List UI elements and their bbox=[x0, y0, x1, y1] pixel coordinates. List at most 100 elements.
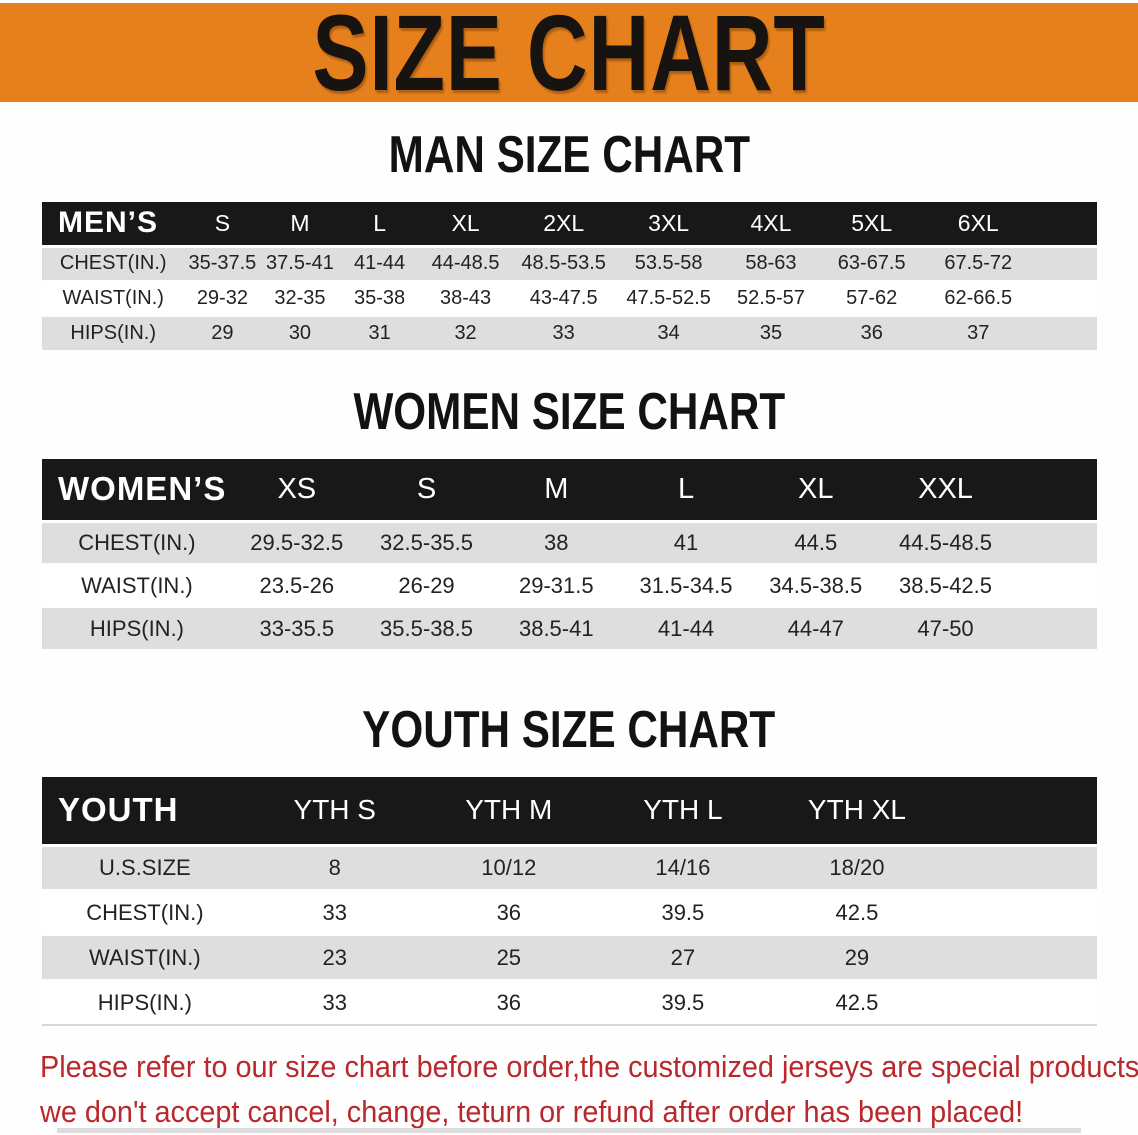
women-row-label-chest-in: CHEST(IN.) bbox=[42, 521, 232, 565]
women-section-heading-text: WOMEN SIZE CHART bbox=[353, 383, 785, 442]
youth-row-filler-cell bbox=[943, 845, 1097, 891]
youth-row-label-u-s-size: U.S.SIZE bbox=[42, 845, 248, 891]
men-column-header-3xl: 3XL bbox=[615, 202, 722, 248]
youth-row-label-waist-in: WAIST(IN.) bbox=[42, 935, 248, 981]
order-notice-line-2: we don't accept cancel, change, teturn o… bbox=[40, 1094, 1024, 1129]
women-cell-chest-in-s: 32.5-35.5 bbox=[361, 521, 492, 565]
women-cell-hips-in-l: 41-44 bbox=[621, 607, 751, 651]
order-notice-line-1: Please refer to our size chart before or… bbox=[40, 1049, 1138, 1084]
men-cell-chest-in-l: 41-44 bbox=[339, 246, 420, 282]
men-table-title: MEN’S bbox=[42, 202, 185, 248]
women-column-header-m: M bbox=[491, 459, 622, 523]
men-cell-waist-in-3xl: 47.5-52.5 bbox=[615, 281, 722, 317]
men-row-chest-in: CHEST(IN.) 35-37.5 37.5-41 41-44 44-48.5 48.5… bbox=[42, 246, 1097, 282]
men-section-heading-text: MAN SIZE CHART bbox=[388, 126, 750, 185]
women-column-header-xxl: XXL bbox=[880, 459, 1011, 523]
youth-section-heading: YOUTH SIZE CHART bbox=[0, 705, 1138, 757]
youth-size-table: YOUTH YTH S YTH M YTH L YTH XL U.S.SIZE 8 10/1… bbox=[42, 777, 1097, 1026]
men-cell-chest-in-3xl: 53.5-58 bbox=[615, 246, 722, 282]
men-row-hips-in: HIPS(IN.) 29 30 31 32 33 34 35 36 37 bbox=[42, 316, 1097, 352]
men-cell-chest-in-m: 37.5-41 bbox=[260, 246, 340, 282]
youth-row-hips-in: HIPS(IN.) 33 36 39.5 42.5 bbox=[42, 980, 1097, 1026]
men-cell-hips-in-5xl: 36 bbox=[820, 316, 923, 352]
women-cell-hips-in-xl: 44-47 bbox=[750, 607, 881, 651]
youth-table-body: U.S.SIZE 8 10/12 14/16 18/20 CHEST(IN.) 33 36 39… bbox=[42, 845, 1097, 1026]
women-table-title: WOMEN’S bbox=[42, 459, 232, 523]
youth-row-waist-in: WAIST(IN.) 23 25 27 29 bbox=[42, 935, 1097, 981]
women-cell-waist-in-m: 29-31.5 bbox=[491, 564, 622, 608]
youth-column-header-yth-xl: YTH XL bbox=[769, 777, 944, 847]
youth-column-header-yth-m: YTH M bbox=[421, 777, 596, 847]
youth-cell-waist-in-yth-l: 27 bbox=[595, 935, 770, 981]
size-chart-banner: SIZE CHART bbox=[0, 0, 1138, 106]
women-column-header-xs: XS bbox=[231, 459, 362, 523]
women-row-label-waist-in: WAIST(IN.) bbox=[42, 564, 232, 608]
youth-header-row: YOUTH YTH S YTH M YTH L YTH XL bbox=[42, 777, 1097, 847]
men-row-filler-cell bbox=[1033, 316, 1097, 352]
men-row-filler-cell bbox=[1033, 246, 1097, 282]
men-column-header-xl: XL bbox=[419, 202, 512, 248]
youth-cell-u-s-size-yth-s: 8 bbox=[247, 845, 422, 891]
women-cell-chest-in-xl: 44.5 bbox=[750, 521, 881, 565]
men-cell-hips-in-6xl: 37 bbox=[922, 316, 1034, 352]
men-section-heading: MAN SIZE CHART bbox=[0, 130, 1138, 182]
women-table-header: WOMEN’S XS S M L XL XXL bbox=[42, 459, 1097, 523]
men-column-header-6xl: 6XL bbox=[922, 202, 1034, 248]
women-row-hips-in: HIPS(IN.) 33-35.5 35.5-38.5 38.5-41 41-44 44-… bbox=[42, 607, 1097, 651]
men-cell-waist-in-s: 29-32 bbox=[184, 281, 261, 317]
men-header-row: MEN’S S M L XL 2XL 3XL 4XL 5XL 6XL bbox=[42, 202, 1097, 248]
youth-header-filler-cell bbox=[943, 777, 1097, 847]
men-cell-hips-in-xl: 32 bbox=[419, 316, 512, 352]
men-cell-chest-in-4xl: 58-63 bbox=[721, 246, 821, 282]
youth-cell-u-s-size-yth-xl: 18/20 bbox=[769, 845, 944, 891]
youth-cell-hips-in-yth-s: 33 bbox=[247, 980, 422, 1026]
women-cell-waist-in-xs: 23.5-26 bbox=[231, 564, 362, 608]
women-size-table: WOMEN’S XS S M L XL XXL CHEST(IN.) 29.5-32.5 32.… bbox=[42, 459, 1097, 651]
men-cell-chest-in-s: 35-37.5 bbox=[184, 246, 261, 282]
women-header-filler-cell bbox=[1010, 459, 1097, 523]
youth-column-header-yth-s: YTH S bbox=[247, 777, 422, 847]
youth-row-u-s-size: U.S.SIZE 8 10/12 14/16 18/20 bbox=[42, 845, 1097, 891]
youth-cell-chest-in-yth-s: 33 bbox=[247, 890, 422, 936]
men-cell-waist-in-m: 32-35 bbox=[260, 281, 340, 317]
men-cell-hips-in-l: 31 bbox=[339, 316, 420, 352]
men-cell-hips-in-4xl: 35 bbox=[721, 316, 821, 352]
men-cell-waist-in-xl: 38-43 bbox=[419, 281, 512, 317]
youth-row-label-chest-in: CHEST(IN.) bbox=[42, 890, 248, 936]
women-cell-chest-in-xxl: 44.5-48.5 bbox=[880, 521, 1011, 565]
women-cell-waist-in-xxl: 38.5-42.5 bbox=[880, 564, 1011, 608]
men-cell-hips-in-m: 30 bbox=[260, 316, 340, 352]
women-cell-chest-in-m: 38 bbox=[491, 521, 622, 565]
bottom-divider bbox=[56, 1128, 1082, 1133]
men-column-header-5xl: 5XL bbox=[820, 202, 923, 248]
women-cell-hips-in-xs: 33-35.5 bbox=[231, 607, 362, 651]
men-row-label-waist-in: WAIST(IN.) bbox=[42, 281, 185, 317]
youth-row-filler-cell bbox=[943, 890, 1097, 936]
youth-row-filler-cell bbox=[943, 935, 1097, 981]
men-cell-waist-in-4xl: 52.5-57 bbox=[721, 281, 821, 317]
men-cell-waist-in-l: 35-38 bbox=[339, 281, 420, 317]
men-cell-chest-in-6xl: 67.5-72 bbox=[922, 246, 1034, 282]
women-header-row: WOMEN’S XS S M L XL XXL bbox=[42, 459, 1097, 523]
youth-row-filler-cell bbox=[943, 980, 1097, 1026]
youth-cell-waist-in-yth-m: 25 bbox=[421, 935, 596, 981]
men-cell-waist-in-2xl: 43-47.5 bbox=[511, 281, 616, 317]
men-cell-hips-in-3xl: 34 bbox=[615, 316, 722, 352]
youth-cell-hips-in-yth-l: 39.5 bbox=[595, 980, 770, 1026]
youth-cell-u-s-size-yth-l: 14/16 bbox=[595, 845, 770, 891]
men-table-body: CHEST(IN.) 35-37.5 37.5-41 41-44 44-48.5 48.5… bbox=[42, 246, 1097, 352]
women-row-waist-in: WAIST(IN.) 23.5-26 26-29 29-31.5 31.5-34.5 34… bbox=[42, 564, 1097, 608]
youth-table-header: YOUTH YTH S YTH M YTH L YTH XL bbox=[42, 777, 1097, 847]
women-section-heading: WOMEN SIZE CHART bbox=[0, 387, 1138, 439]
men-column-header-s: S bbox=[184, 202, 261, 248]
women-row-filler-cell bbox=[1010, 607, 1097, 651]
women-cell-waist-in-s: 26-29 bbox=[361, 564, 492, 608]
youth-cell-chest-in-yth-xl: 42.5 bbox=[769, 890, 944, 936]
women-column-header-xl: XL bbox=[750, 459, 881, 523]
women-row-filler-cell bbox=[1010, 521, 1097, 565]
men-cell-waist-in-6xl: 62-66.5 bbox=[922, 281, 1034, 317]
men-table-header: MEN’S S M L XL 2XL 3XL 4XL 5XL 6XL bbox=[42, 202, 1097, 248]
women-column-header-l: L bbox=[621, 459, 751, 523]
men-column-header-2xl: 2XL bbox=[511, 202, 616, 248]
youth-row-label-hips-in: HIPS(IN.) bbox=[42, 980, 248, 1026]
